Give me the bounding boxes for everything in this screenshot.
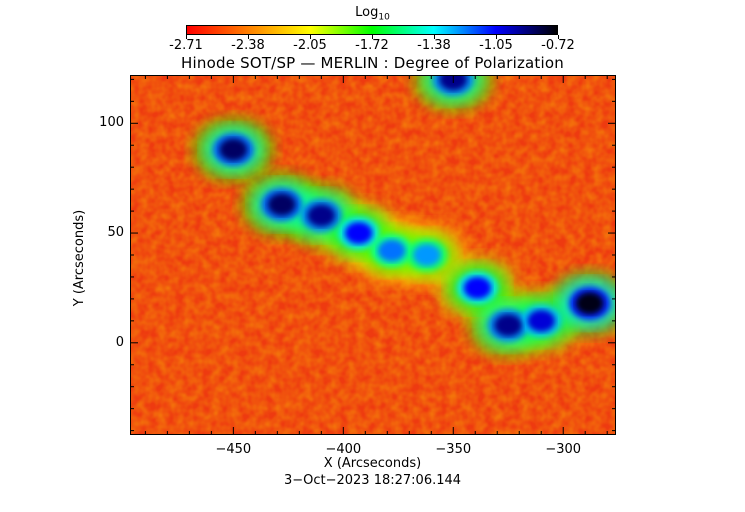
x-axis-label: X (Arcseconds) [323,456,422,471]
x-tick-label: −350 [435,442,472,457]
polarization-core [377,239,406,262]
colorbar-tick-label: -1.38 [417,38,451,53]
colorbar-tick-label: -1.72 [355,38,389,53]
colorbar-tick [371,35,373,39]
heatmap-regions [192,75,616,359]
colorbar-tick [247,35,249,39]
colorbar-tick [557,35,559,39]
x-tick-label: −400 [325,442,362,457]
polarization-core [494,314,522,337]
x-tick-label: −300 [545,442,582,457]
colorbar-tick-label: -2.71 [169,38,203,53]
colorbar-tick-label: -1.05 [479,38,513,53]
polarization-core [307,204,336,227]
heatmap-plot [130,75,616,435]
axis-ticks [130,75,616,435]
chart-title: Hinode SOT/SP — MERLIN : Degree of Polar… [181,54,564,72]
polarization-core [527,309,555,332]
colorbar-tick-label: -2.05 [293,38,327,53]
colorbar [186,25,558,35]
polarization-core [344,222,373,245]
colorbar-tick [309,35,311,39]
colorbar-tick-label: -0.72 [541,38,575,53]
polarization-core [413,244,441,266]
y-axis-label: Y (Arcseconds) [72,209,87,307]
y-tick-label: 100 [99,115,124,131]
colorbar-title: Log10 [355,5,390,23]
y-tick-label: 0 [115,334,124,350]
colorbar-tick [495,35,497,39]
polarization-core [575,292,604,315]
colorbar-tick [185,35,187,39]
colorbar-tick [433,35,435,39]
polarization-core [463,276,492,299]
x-tick-label: −450 [215,442,252,457]
polarization-core [219,138,248,161]
colorbar-tick-label: -2.38 [231,38,265,53]
y-tick-label: 50 [107,225,124,241]
timestamp: 3−Oct−2023 18:27:06.144 [283,473,462,488]
polarization-core [267,193,296,216]
